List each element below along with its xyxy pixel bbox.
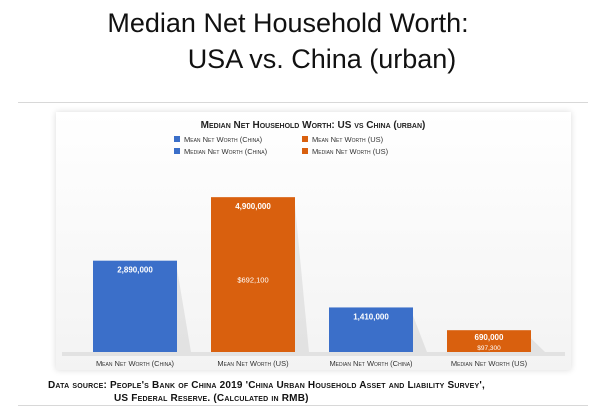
bar-shadow xyxy=(177,268,191,352)
category-label: Mean Net Worth (China) xyxy=(96,359,175,368)
bar xyxy=(211,197,295,352)
bar-value-label: 4,900,000 xyxy=(235,202,271,211)
bar-value-label: 1,410,000 xyxy=(353,312,389,321)
bar xyxy=(447,330,531,352)
legend-label: Median Net Worth (US) xyxy=(312,147,389,156)
category-label: Median Net Worth (US) xyxy=(451,359,528,368)
slide-title-line-2: USA vs. China (urban) xyxy=(187,44,457,74)
data-source-line-2: US Federal Reserve. (Calculated in RMB) xyxy=(114,393,309,404)
legend-label: Mean Net Worth (US) xyxy=(312,135,384,144)
bar-value-label: 2,890,000 xyxy=(117,266,153,275)
chart-panel: Median Net Household Worth: US vs China … xyxy=(56,112,571,370)
top-divider xyxy=(18,102,588,103)
bar-inner-label: $692,100 xyxy=(237,275,268,284)
legend-swatch xyxy=(174,148,180,154)
bar xyxy=(93,260,177,352)
bar-shadow xyxy=(413,315,427,352)
bar-chart: Median Net Household Worth: US vs China … xyxy=(62,120,565,368)
legend-label: Median Net Worth (China) xyxy=(184,147,268,156)
bar xyxy=(329,307,413,352)
legend-label: Mean Net Worth (China) xyxy=(184,135,263,144)
data-source-line-1: Data source: People's Bank of China 2019… xyxy=(48,380,485,391)
bar-shadow xyxy=(295,205,309,352)
baseline xyxy=(62,352,565,356)
bar-value-label: 690,000 xyxy=(475,333,504,342)
chart-title: Median Net Household Worth: US vs China … xyxy=(201,120,426,131)
bottom-divider xyxy=(18,405,588,406)
bar-shadow xyxy=(531,338,545,352)
slide-title-line-1: Median Net Household Worth: xyxy=(107,8,469,38)
legend-swatch xyxy=(302,136,308,142)
legend-swatch xyxy=(302,148,308,154)
category-label: Median Net Worth (China) xyxy=(329,359,413,368)
legend-swatch xyxy=(174,136,180,142)
category-label: Mean Net Worth (US) xyxy=(217,359,289,368)
bar-inner-label: $97,300 xyxy=(477,345,501,352)
